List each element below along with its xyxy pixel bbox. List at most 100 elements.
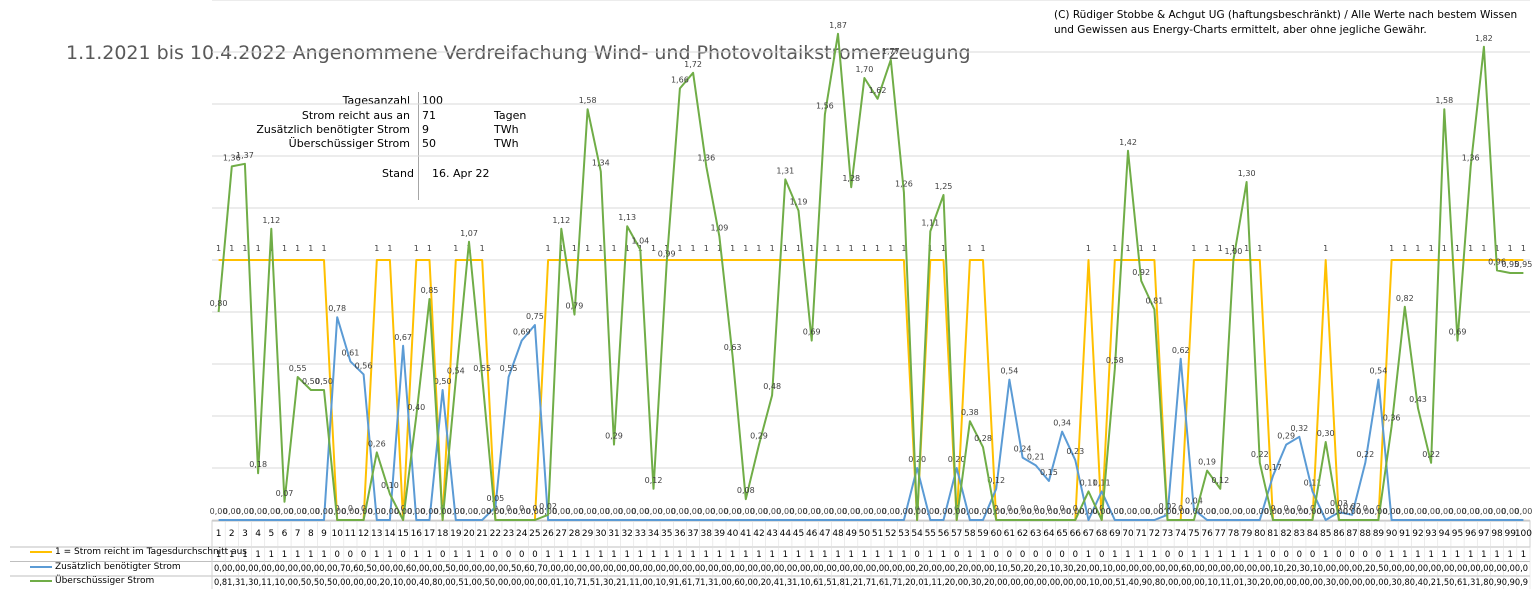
data-label: 0,55 [500,364,518,373]
data-label: 1 [1481,244,1486,253]
data-label: 0,00 [236,507,254,516]
data-label: 1,00 [1225,247,1243,256]
data-label: 0,69 [803,328,821,337]
x-tick-label: 97 [1478,529,1489,539]
x-tick-label: 87 [1346,529,1357,539]
table-cell-yellow: 1 [545,550,550,560]
table-cell-yellow: 0 [506,550,511,560]
data-label: 1,30 [1238,169,1256,178]
x-tick-label: 64 [1043,529,1055,539]
x-tick-label: 3 [242,529,248,539]
table-cell-yellow: 1 [835,550,840,560]
x-tick-label: 29 [582,529,594,539]
data-label: 1 [1323,244,1328,253]
x-tick-label: 41 [740,529,751,539]
data-label: 0,00 [1304,507,1322,516]
data-label: 1,87 [829,21,847,30]
x-tick-label: 79 [1241,529,1253,539]
data-label: 0,28 [974,434,992,443]
data-label: 0,43 [1409,395,1427,404]
data-label: 0,20 [948,455,966,464]
data-label: 1 [1508,244,1513,253]
data-label: 0,00 [1356,507,1374,516]
data-label: 0,78 [328,304,346,313]
data-label: 0,11 [1093,478,1111,487]
data-label: 0,12 [645,476,663,485]
data-label: 1,31 [776,166,794,175]
x-tick-label: 84 [1307,529,1319,539]
data-label: 1 [598,244,603,253]
data-label: 0,00 [1027,507,1045,516]
data-label: 0,00 [790,507,808,516]
x-tick-label: 65 [1056,529,1067,539]
data-label: 0,00 [1488,507,1506,516]
data-label: 0,00 [908,507,926,516]
data-label: 0 [1099,504,1104,513]
data-label: 0,00 [579,507,597,516]
stat-value-enough: 71 [422,109,436,122]
table-row-blue: 0,00,00,00,00,00,00,00,00,00,70,60,50,00… [214,564,1528,574]
table-cell-yellow: 1 [1086,550,1091,560]
table-cell-yellow: 1 [1125,550,1130,560]
data-label: 1 [611,244,616,253]
table-cell-yellow: 1 [1415,550,1420,560]
stand-value: 16. Apr 22 [432,167,490,180]
x-tick-label: 86 [1333,529,1345,539]
data-label: 0,00 [1343,507,1361,516]
data-label: 1 [374,244,379,253]
data-label: 0,00 [750,507,768,516]
series-line-1 [218,316,1524,521]
table-cell-yellow: 0 [1283,550,1288,560]
data-label: 1,04 [631,237,649,246]
legend-blue: Zusätzlich benötigter Strom [30,562,181,572]
data-label: 0,00 [513,507,531,516]
data-label: 0,00 [1475,507,1493,516]
table-cell-yellow: 1 [796,550,801,560]
x-tick-label: 24 [516,529,528,539]
data-label: 1,34 [592,159,610,168]
data-label: 0,22 [1356,450,1374,459]
data-label: 1,25 [935,182,953,191]
table-cell-yellow: 1 [427,550,432,560]
data-label: 0,32 [1290,424,1308,433]
data-label: 0,62 [1172,346,1190,355]
data-label: 0,00 [711,507,729,516]
data-label: 0,00 [592,507,610,516]
data-label: 0,00 [1093,507,1111,516]
data-label: 0,00 [473,507,491,516]
data-label: 0,00 [1449,507,1467,516]
data-label: 0,75 [526,312,544,321]
x-tick-label: 25 [529,529,540,539]
table-cell-yellow: 0 [1073,550,1078,560]
x-tick-label: 83 [1294,529,1305,539]
data-label: 0,00 [724,507,742,516]
data-label: 1 [1521,244,1526,253]
table-cell-yellow: 1 [1494,550,1499,560]
data-label: 1 [941,244,946,253]
data-label: 1 [216,244,221,253]
data-label: 0,00 [776,507,794,516]
x-tick-label: 45 [793,529,804,539]
x-tick-label: 17 [424,529,435,539]
data-label: 1 [691,244,696,253]
legend-yellow: 1 = Strom reicht im Tagesdurchschnitt au… [30,547,247,557]
data-label: 1 [321,244,326,253]
x-tick-label: 43 [766,529,777,539]
x-tick-label: 8 [308,529,314,539]
data-label: 0,00 [447,507,465,516]
data-label: 1 [901,244,906,253]
stat-label-enough: Strom reicht aus an [301,109,410,122]
x-tick-label: 7 [295,529,301,539]
table-cell-yellow: 0 [1310,550,1315,560]
x-tick-label: 95 [1452,529,1463,539]
data-label: 0,61 [341,348,359,357]
table-cell-yellow: 0 [1033,550,1038,560]
x-tick-label: 50 [859,529,871,539]
data-label: 0 [361,504,366,513]
table-cell-yellow: 1 [1244,550,1249,560]
x-tick-label: 46 [806,529,818,539]
x-tick-label: 67 [1083,529,1094,539]
table-cell-yellow: 1 [374,550,379,560]
data-label: 0,00 [526,507,544,516]
data-label: 1 [1429,244,1434,253]
